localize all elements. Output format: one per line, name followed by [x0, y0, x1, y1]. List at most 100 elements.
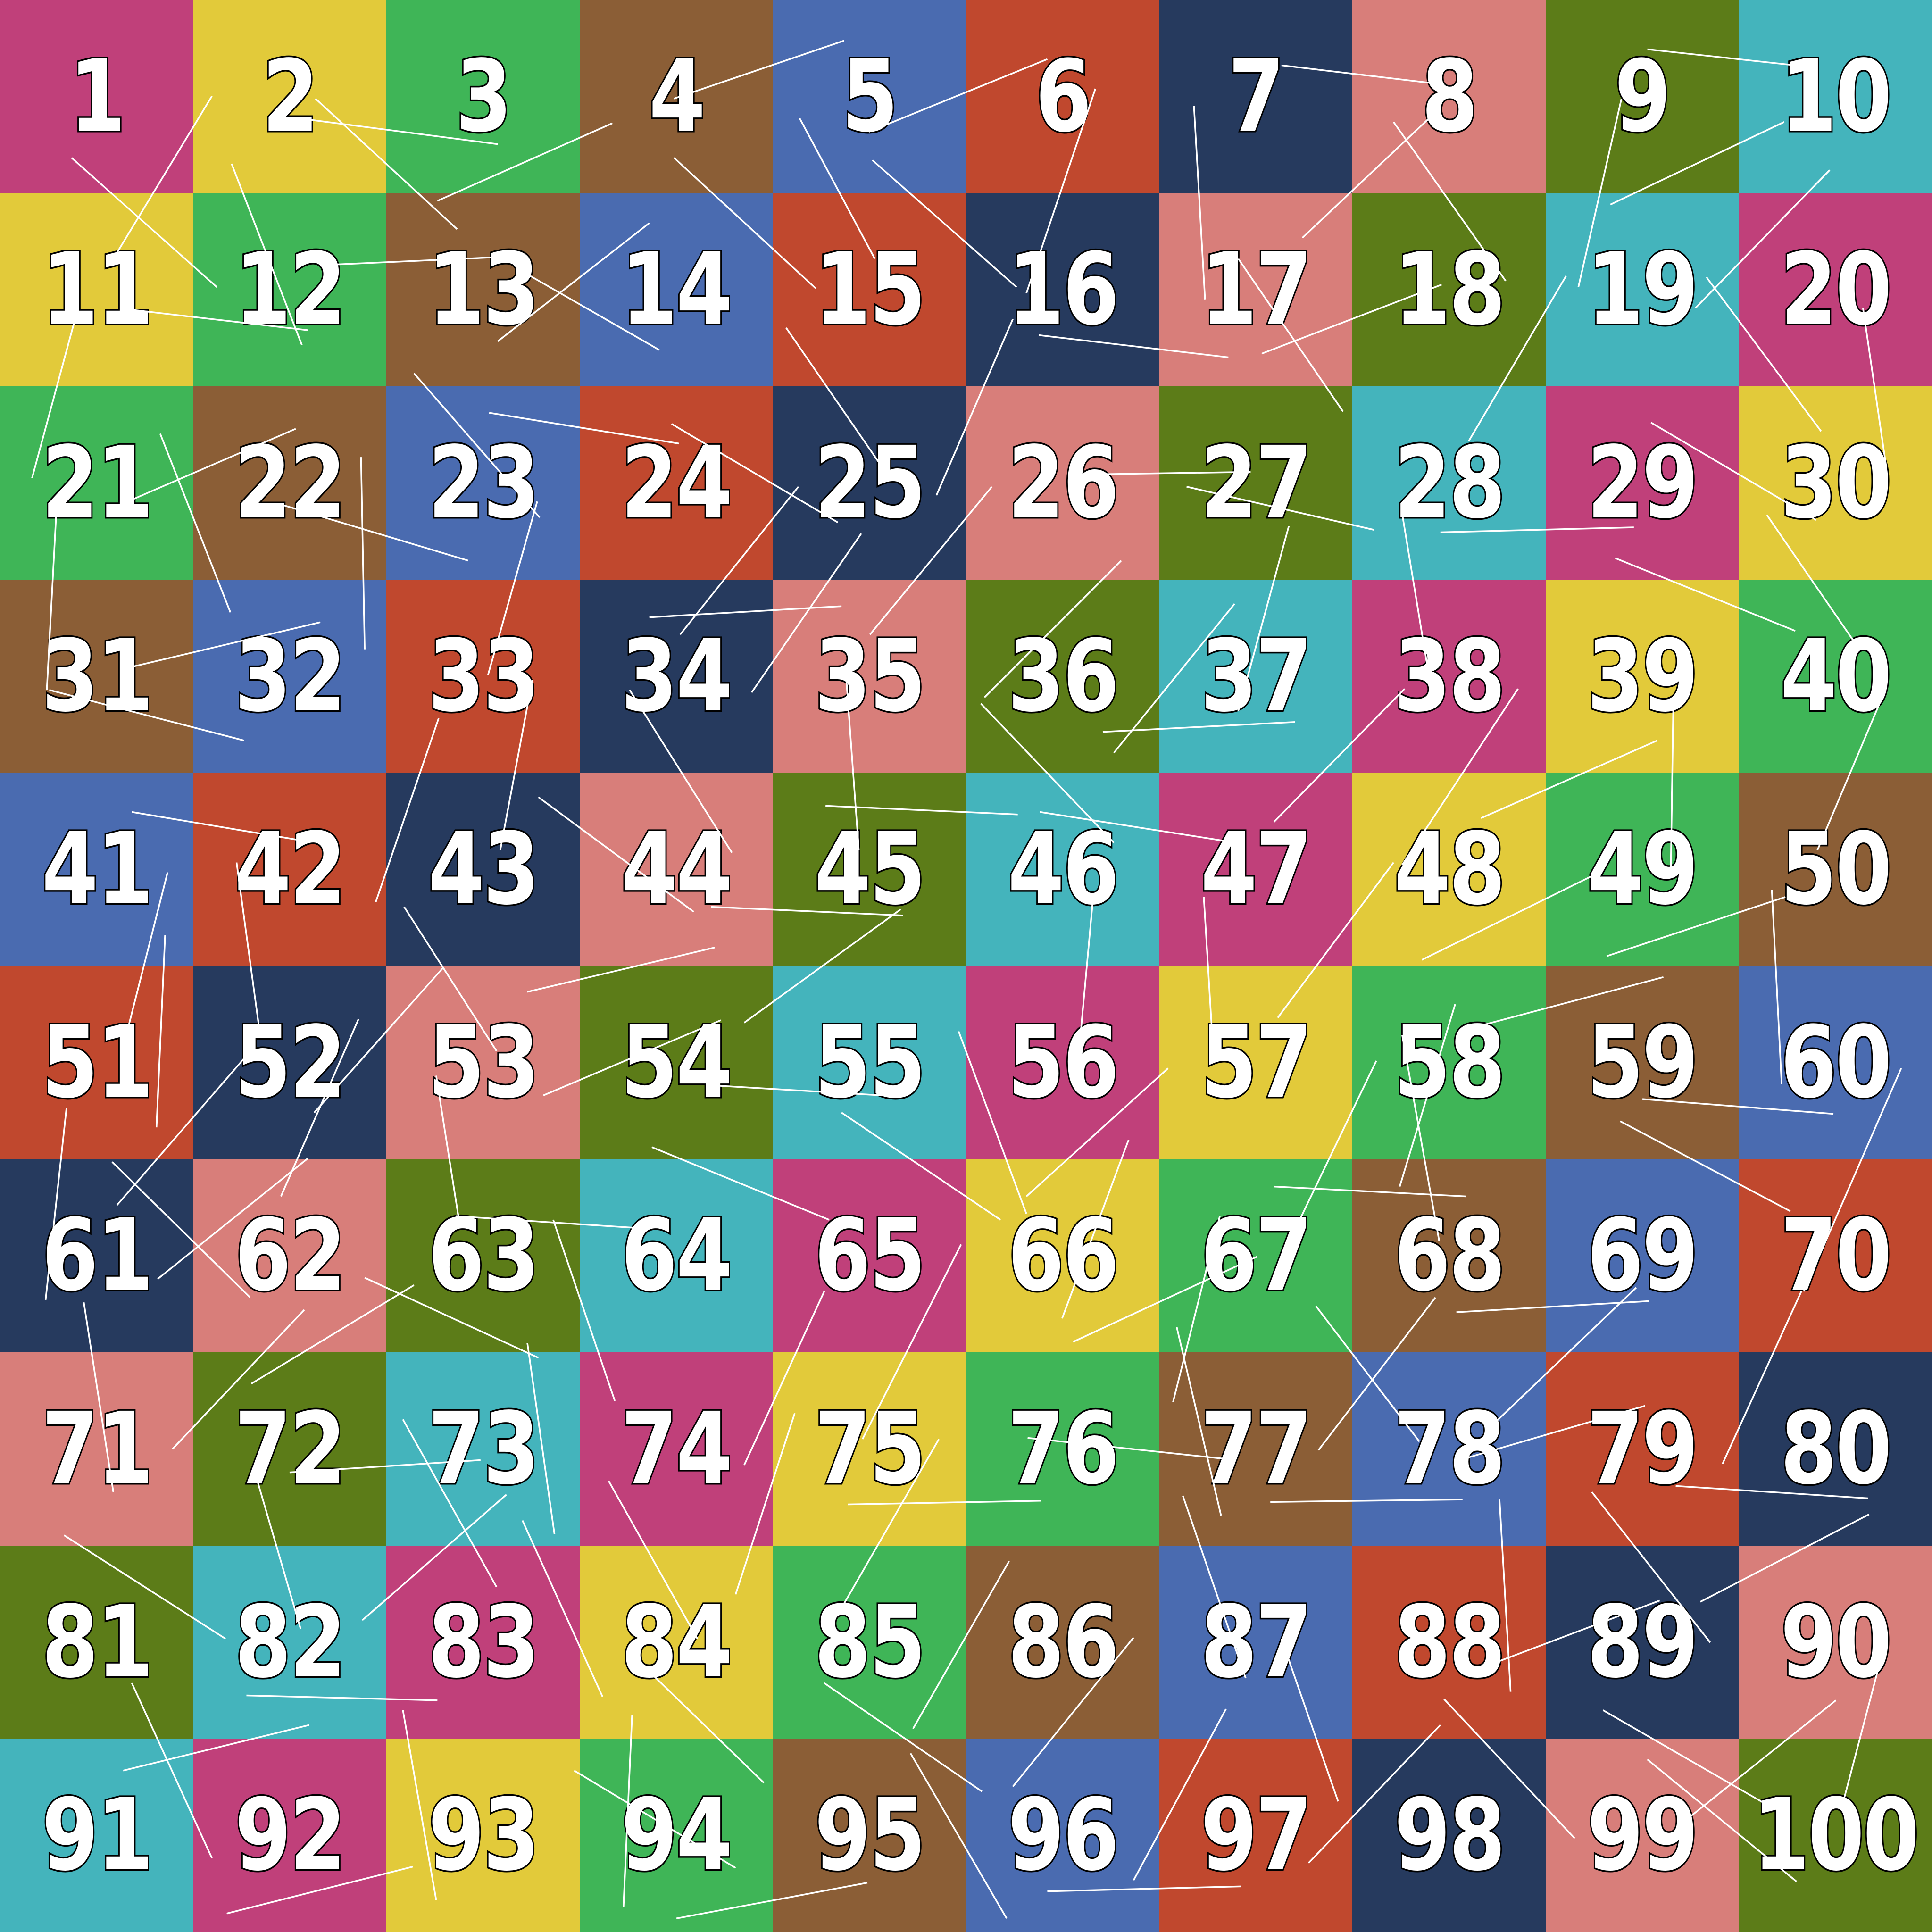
grid-cell-80[interactable]: 80	[1739, 1352, 1932, 1546]
grid-cell-70[interactable]: 70	[1739, 1159, 1932, 1353]
grid-cell-21[interactable]: 21	[0, 386, 193, 580]
grid-cell-35[interactable]: 35	[773, 579, 966, 773]
grid-cell-8[interactable]: 8	[1352, 0, 1546, 193]
grid-cell-40[interactable]: 40	[1739, 579, 1932, 773]
grid-cell-48[interactable]: 48	[1352, 773, 1546, 966]
grid-cell-56[interactable]: 56	[966, 966, 1159, 1159]
grid-cell-3[interactable]: 3	[386, 0, 580, 193]
grid-cell-83[interactable]: 83	[386, 1545, 580, 1739]
grid-cell-49[interactable]: 49	[1545, 773, 1739, 966]
grid-cell-16[interactable]: 16	[966, 193, 1159, 387]
grid-cell-17[interactable]: 17	[1159, 193, 1353, 387]
grid-cell-9[interactable]: 9	[1545, 0, 1739, 193]
grid-cell-88[interactable]: 88	[1352, 1545, 1546, 1739]
grid-cell-81[interactable]: 81	[0, 1545, 193, 1739]
grid-cell-12[interactable]: 12	[193, 193, 387, 387]
grid-cell-26[interactable]: 26	[966, 386, 1159, 580]
grid-cell-39[interactable]: 39	[1545, 579, 1739, 773]
grid-cell-77[interactable]: 77	[1159, 1352, 1353, 1546]
grid-cell-1[interactable]: 1	[0, 0, 193, 193]
grid-cell-52[interactable]: 52	[193, 966, 387, 1159]
grid-cell-36[interactable]: 36	[966, 579, 1159, 773]
grid-cell-64[interactable]: 64	[579, 1159, 773, 1353]
grid-cell-10[interactable]: 10	[1739, 0, 1932, 193]
grid-cell-19[interactable]: 19	[1545, 193, 1739, 387]
grid-cell-98[interactable]: 98	[1352, 1739, 1546, 1932]
grid-cell-38[interactable]: 38	[1352, 579, 1546, 773]
grid-cell-60[interactable]: 60	[1739, 966, 1932, 1159]
grid-cell-28[interactable]: 28	[1352, 386, 1546, 580]
grid-cell-24[interactable]: 24	[579, 386, 773, 580]
grid-cell-66[interactable]: 66	[966, 1159, 1159, 1353]
grid-cell-72[interactable]: 72	[193, 1352, 387, 1546]
grid-cell-45[interactable]: 45	[773, 773, 966, 966]
grid-cell-95[interactable]: 95	[773, 1739, 966, 1932]
grid-cell-84[interactable]: 84	[579, 1545, 773, 1739]
grid-cell-78[interactable]: 78	[1352, 1352, 1546, 1546]
grid-cell-63[interactable]: 63	[386, 1159, 580, 1353]
grid-cell-73[interactable]: 73	[386, 1352, 580, 1546]
grid-cell-22[interactable]: 22	[193, 386, 387, 580]
grid-cell-90[interactable]: 90	[1739, 1545, 1932, 1739]
grid-cell-67[interactable]: 67	[1159, 1159, 1353, 1353]
grid-cell-46[interactable]: 46	[966, 773, 1159, 966]
grid-cell-61[interactable]: 61	[0, 1159, 193, 1353]
grid-cell-53[interactable]: 53	[386, 966, 580, 1159]
grid-cell-13[interactable]: 13	[386, 193, 580, 387]
grid-cell-11[interactable]: 11	[0, 193, 193, 387]
grid-cell-86[interactable]: 86	[966, 1545, 1159, 1739]
grid-cell-47[interactable]: 47	[1159, 773, 1353, 966]
grid-cell-93[interactable]: 93	[386, 1739, 580, 1932]
grid-cell-5[interactable]: 5	[773, 0, 966, 193]
grid-cell-99[interactable]: 99	[1545, 1739, 1739, 1932]
grid-cell-65[interactable]: 65	[773, 1159, 966, 1353]
grid-cell-42[interactable]: 42	[193, 773, 387, 966]
grid-cell-69[interactable]: 69	[1545, 1159, 1739, 1353]
grid-cell-79[interactable]: 79	[1545, 1352, 1739, 1546]
grid-cell-6[interactable]: 6	[966, 0, 1159, 193]
grid-cell-50[interactable]: 50	[1739, 773, 1932, 966]
grid-cell-2[interactable]: 2	[193, 0, 387, 193]
grid-cell-54[interactable]: 54	[579, 966, 773, 1159]
grid-cell-94[interactable]: 94	[579, 1739, 773, 1932]
grid-cell-74[interactable]: 74	[579, 1352, 773, 1546]
grid-cell-43[interactable]: 43	[386, 773, 580, 966]
grid-cell-59[interactable]: 59	[1545, 966, 1739, 1159]
grid-cell-15[interactable]: 15	[773, 193, 966, 387]
grid-cell-32[interactable]: 32	[193, 579, 387, 773]
grid-cell-89[interactable]: 89	[1545, 1545, 1739, 1739]
grid-cell-25[interactable]: 25	[773, 386, 966, 580]
grid-cell-51[interactable]: 51	[0, 966, 193, 1159]
grid-cell-23[interactable]: 23	[386, 386, 580, 580]
grid-cell-27[interactable]: 27	[1159, 386, 1353, 580]
grid-cell-87[interactable]: 87	[1159, 1545, 1353, 1739]
grid-cell-55[interactable]: 55	[773, 966, 966, 1159]
grid-cell-37[interactable]: 37	[1159, 579, 1353, 773]
grid-cell-58[interactable]: 58	[1352, 966, 1546, 1159]
grid-cell-97[interactable]: 97	[1159, 1739, 1353, 1932]
grid-cell-33[interactable]: 33	[386, 579, 580, 773]
grid-cell-31[interactable]: 31	[0, 579, 193, 773]
grid-cell-20[interactable]: 20	[1739, 193, 1932, 387]
grid-cell-4[interactable]: 4	[579, 0, 773, 193]
grid-cell-57[interactable]: 57	[1159, 966, 1353, 1159]
grid-cell-91[interactable]: 91	[0, 1739, 193, 1932]
grid-cell-100[interactable]: 100	[1739, 1739, 1932, 1932]
grid-cell-96[interactable]: 96	[966, 1739, 1159, 1932]
grid-cell-68[interactable]: 68	[1352, 1159, 1546, 1353]
grid-cell-62[interactable]: 62	[193, 1159, 387, 1353]
grid-cell-34[interactable]: 34	[579, 579, 773, 773]
grid-cell-7[interactable]: 7	[1159, 0, 1353, 193]
grid-cell-75[interactable]: 75	[773, 1352, 966, 1546]
grid-cell-14[interactable]: 14	[579, 193, 773, 387]
grid-cell-92[interactable]: 92	[193, 1739, 387, 1932]
grid-cell-71[interactable]: 71	[0, 1352, 193, 1546]
grid-cell-82[interactable]: 82	[193, 1545, 387, 1739]
grid-cell-41[interactable]: 41	[0, 773, 193, 966]
grid-cell-44[interactable]: 44	[579, 773, 773, 966]
grid-cell-30[interactable]: 30	[1739, 386, 1932, 580]
grid-cell-85[interactable]: 85	[773, 1545, 966, 1739]
grid-cell-18[interactable]: 18	[1352, 193, 1546, 387]
grid-cell-76[interactable]: 76	[966, 1352, 1159, 1546]
grid-cell-29[interactable]: 29	[1545, 386, 1739, 580]
